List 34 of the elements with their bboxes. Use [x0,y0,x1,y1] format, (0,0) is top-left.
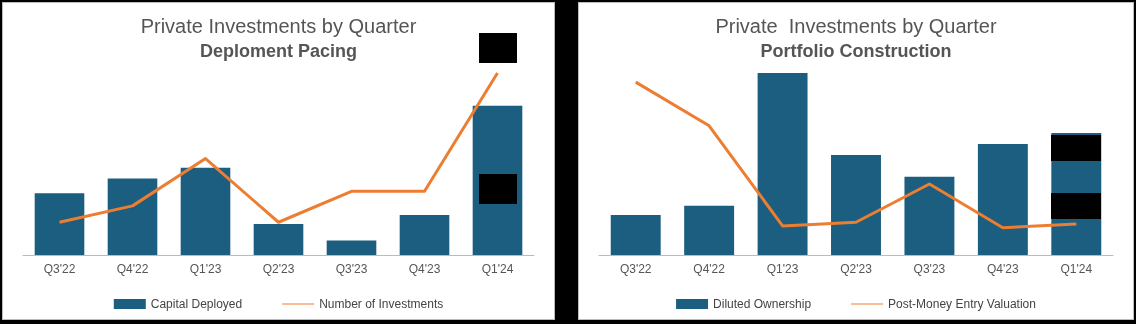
x-tick-label: Q3'22 [619,262,652,276]
legend-label: Number of Investments [319,297,444,311]
bar [326,240,377,255]
legend-label: Diluted Ownership [713,297,812,311]
chart-title: Private Investments by Quarter [715,15,997,37]
x-tick-label: Q4'23 [987,262,1019,276]
x-tick-label: Q3'23 [913,262,946,276]
bar [977,144,1028,255]
bar [107,178,158,255]
x-tick-label: Q1'23 [189,262,222,276]
bar [399,214,450,255]
bar [34,193,85,255]
bar [610,214,661,255]
chart-subtitle: Portfolio Construction [760,41,952,61]
x-tick-label: Q4'23 [408,262,441,276]
x-tick-label: Q4'22 [693,262,726,276]
x-tick-label: Q1'24 [481,262,514,276]
x-tick-label: Q1'23 [766,262,799,276]
x-tick-label: Q4'22 [116,262,149,276]
legend-label: Capital Deployed [150,297,243,311]
chart-subtitle: Deploment Pacing [199,41,358,61]
bar [253,224,304,255]
bar [831,154,881,255]
bar [904,176,955,255]
x-tick-label: Q2'23 [262,262,295,276]
chart-title: Private Investments by Quarter [140,15,417,37]
x-tick-label: Q1'24 [1060,262,1093,276]
x-tick-label: Q2'23 [840,262,873,276]
legend-label: Post-Money Entry Valuation [888,297,1036,311]
bar [684,205,735,255]
x-tick-label: Q3'23 [335,262,368,276]
x-tick-label: Q3'22 [43,262,76,276]
bar [180,167,231,255]
bar [757,73,808,255]
